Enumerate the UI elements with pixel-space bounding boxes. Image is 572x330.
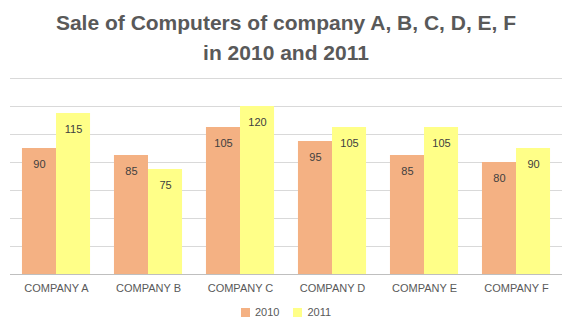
svg-text:105: 105	[214, 137, 232, 149]
html-text:2010: 2010	[254, 306, 280, 318]
svg-text:115: 115	[65, 123, 83, 135]
svg-text:COMPANY F: COMPANY F	[484, 282, 549, 294]
svg-text:80: 80	[493, 172, 505, 184]
svg-text:COMPANY D: COMPANY D	[300, 282, 366, 294]
svg-text:90: 90	[33, 158, 45, 170]
svg-text:105: 105	[340, 137, 358, 149]
svg-text:COMPANY A: COMPANY A	[24, 282, 89, 294]
html-text:2011: 2011	[307, 306, 332, 318]
svg-text:105: 105	[432, 137, 450, 149]
svg-text:95: 95	[309, 151, 321, 163]
svg-text:85: 85	[125, 165, 137, 177]
svg-text:75: 75	[159, 179, 171, 191]
svg-text:90: 90	[527, 158, 539, 170]
svg-text:120: 120	[248, 116, 266, 128]
svg-text:85: 85	[401, 165, 413, 177]
html-text:Sale of Computers of company A: Sale of Computers of company A, B, C, D,…	[55, 11, 517, 64]
svg-text:COMPANY E: COMPANY E	[392, 282, 457, 294]
svg-text:COMPANY B: COMPANY B	[116, 282, 181, 294]
svg-text:COMPANY C: COMPANY C	[208, 282, 274, 294]
